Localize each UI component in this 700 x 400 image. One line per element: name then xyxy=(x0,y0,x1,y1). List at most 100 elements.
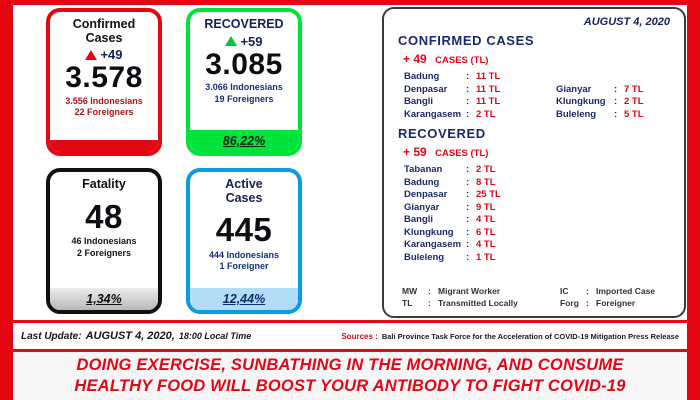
panel-date: AUGUST 4, 2020 xyxy=(583,16,670,28)
health-message: DOING EXERCISE, SUNBATHING IN THE MORNIN… xyxy=(13,352,687,400)
region-row: Gianyar : 9 TL xyxy=(404,202,556,215)
region-name: Badung xyxy=(404,176,440,188)
health-message-line1: DOING EXERCISE, SUNBATHING IN THE MORNIN… xyxy=(76,356,624,375)
legend: MW : Migrant Worker IC : Imported Case T… xyxy=(402,286,674,308)
legend-abbr: TL xyxy=(402,298,413,308)
region-name: Bangli xyxy=(404,214,434,225)
region-row: Badung : 11 TL xyxy=(404,71,556,84)
colon: : xyxy=(428,298,431,308)
confirmed-cases-card: Confirmed Cases +49 3.578 3.556 Indonesi… xyxy=(46,8,162,156)
legend-item-forg: Forg : Foreigner xyxy=(560,298,674,308)
active-card-title: Active Cases xyxy=(225,177,263,205)
confirmed-title-line1: Confirmed xyxy=(72,17,136,31)
confirmed-indonesians: 3.556 Indonesians xyxy=(65,95,143,106)
active-title-line2: Cases xyxy=(225,190,263,205)
confirmed-delta-number: + 49 xyxy=(403,52,427,66)
colon: : xyxy=(466,214,470,225)
region-name: Bangli xyxy=(404,96,434,107)
region-value: 6 TL xyxy=(476,226,496,238)
confirmed-foreigners: 22 Foreigners xyxy=(74,107,134,118)
colon: : xyxy=(614,108,618,120)
fatality-card: Fatality 48 46 Indonesians 2 Foreigners … xyxy=(46,168,162,314)
colon: : xyxy=(466,239,470,250)
fatality-title-text: Fatality xyxy=(82,177,126,191)
region-row: Buleleng : 1 TL xyxy=(404,252,556,265)
region-row: Bangli : 4 TL xyxy=(404,214,556,227)
legend-abbr: IC xyxy=(560,286,569,296)
colon: : xyxy=(586,286,589,296)
region-name: Gianyar xyxy=(556,83,592,95)
legend-item-tl: TL : Transmitted Locally xyxy=(402,298,560,308)
region-name: Denpasar xyxy=(404,189,448,200)
colon: : xyxy=(428,286,431,296)
frame-left-bar xyxy=(0,0,13,400)
sources: Sources : Bali Province Task Force for t… xyxy=(341,332,679,341)
active-foreigners: 1 Foreigner xyxy=(219,261,269,272)
region-value: 7 TL xyxy=(624,83,644,95)
confirmed-delta-value: +49 xyxy=(100,47,123,62)
recovered-card: RECOVERED +59 3.085 3.066 Indonesians 19… xyxy=(186,8,302,156)
recovered-percent-badge: 86,22% xyxy=(190,130,298,152)
last-update: Last Update: AUGUST 4, 2020, 18:00 Local… xyxy=(21,330,251,342)
frame-right-bar xyxy=(687,0,700,400)
confirmed-region-col1: Badung : 11 TL Denpasar : 11 TL Bangli :… xyxy=(404,71,556,121)
recovered-delta-label: CASES (TL) xyxy=(435,148,489,159)
region-row: Klungkung : 6 TL xyxy=(404,227,556,240)
region-value: 1 TL xyxy=(476,251,496,263)
region-row: Klungkung : 2 TL xyxy=(556,96,644,109)
recovered-total: 3.085 xyxy=(205,47,283,81)
region-row: Denpasar : 25 TL xyxy=(404,189,556,202)
confirmed-region-col2: Gianyar : 7 TL Klungkung : 2 TL Buleleng… xyxy=(556,71,644,121)
confirmed-card-title: Confirmed Cases xyxy=(72,17,136,45)
recovered-region-col: Tabanan : 2 TL Badung : 8 TL Denpasar : … xyxy=(404,164,556,264)
last-update-time: 18:00 Local Time xyxy=(178,331,252,341)
colon: : xyxy=(586,298,589,308)
region-name: Buleleng xyxy=(556,108,597,120)
confirmed-region-list: Badung : 11 TL Denpasar : 11 TL Bangli :… xyxy=(404,71,674,121)
region-value: 11 TL xyxy=(476,96,501,107)
confirmed-bottom-strip xyxy=(50,140,158,152)
colon: : xyxy=(466,189,470,200)
confirmed-title-line2: Cases xyxy=(85,30,123,45)
region-name: Klungkung xyxy=(556,96,606,107)
colon: : xyxy=(466,83,470,95)
colon: : xyxy=(466,164,470,175)
active-indonesians: 444 Indonesians xyxy=(208,249,280,260)
recovered-section-heading: RECOVERED xyxy=(398,126,486,141)
colon: : xyxy=(466,96,470,107)
region-name: Buleleng xyxy=(404,251,445,263)
detail-panel: AUGUST 4, 2020 CONFIRMED CASES + 49 CASE… xyxy=(382,7,686,318)
legend-abbr: MW xyxy=(402,286,418,296)
frame-top-bar xyxy=(0,0,700,5)
region-value: 2 TL xyxy=(476,164,496,175)
legend-label: Foreigner xyxy=(596,298,636,308)
region-value: 2 TL xyxy=(476,108,496,120)
update-bar: Last Update: AUGUST 4, 2020, 18:00 Local… xyxy=(13,320,687,352)
last-update-date: AUGUST 4, 2020, xyxy=(85,330,175,342)
region-name: Denpasar xyxy=(404,83,448,95)
region-value: 4 TL xyxy=(476,214,496,225)
region-row: Karangasem : 2 TL xyxy=(404,109,556,122)
region-value: 2 TL xyxy=(624,96,644,107)
recovered-indonesians: 3.066 Indonesians xyxy=(205,82,283,92)
region-row: Denpasar : 11 TL xyxy=(404,84,556,97)
colon: : xyxy=(614,83,618,95)
up-triangle-icon xyxy=(225,36,238,46)
legend-item-ic: IC : Imported Case xyxy=(560,286,674,296)
active-title-line1: Active xyxy=(225,177,263,191)
active-details: 444 Indonesians 1 Foreigner xyxy=(209,250,279,273)
colon: : xyxy=(466,176,470,188)
region-row: Tabanan : 2 TL xyxy=(404,164,556,177)
colon: : xyxy=(614,96,618,107)
fatality-foreigners: 2 Foreigners xyxy=(76,247,132,258)
fatality-card-title: Fatality xyxy=(82,177,126,192)
recovered-delta-number: + 59 xyxy=(403,145,427,159)
legend-label: Imported Case xyxy=(596,286,656,296)
region-value: 11 TL xyxy=(476,83,501,95)
region-row: Buleleng : 5 TL xyxy=(556,109,644,122)
active-cases-card: Active Cases 445 444 Indonesians 1 Forei… xyxy=(186,168,302,314)
fatality-details: 46 Indonesians 2 Foreigners xyxy=(71,236,136,259)
confirmed-total: 3.578 xyxy=(65,61,143,94)
region-value: 25 TL xyxy=(476,189,501,200)
region-value: 4 TL xyxy=(476,239,496,250)
